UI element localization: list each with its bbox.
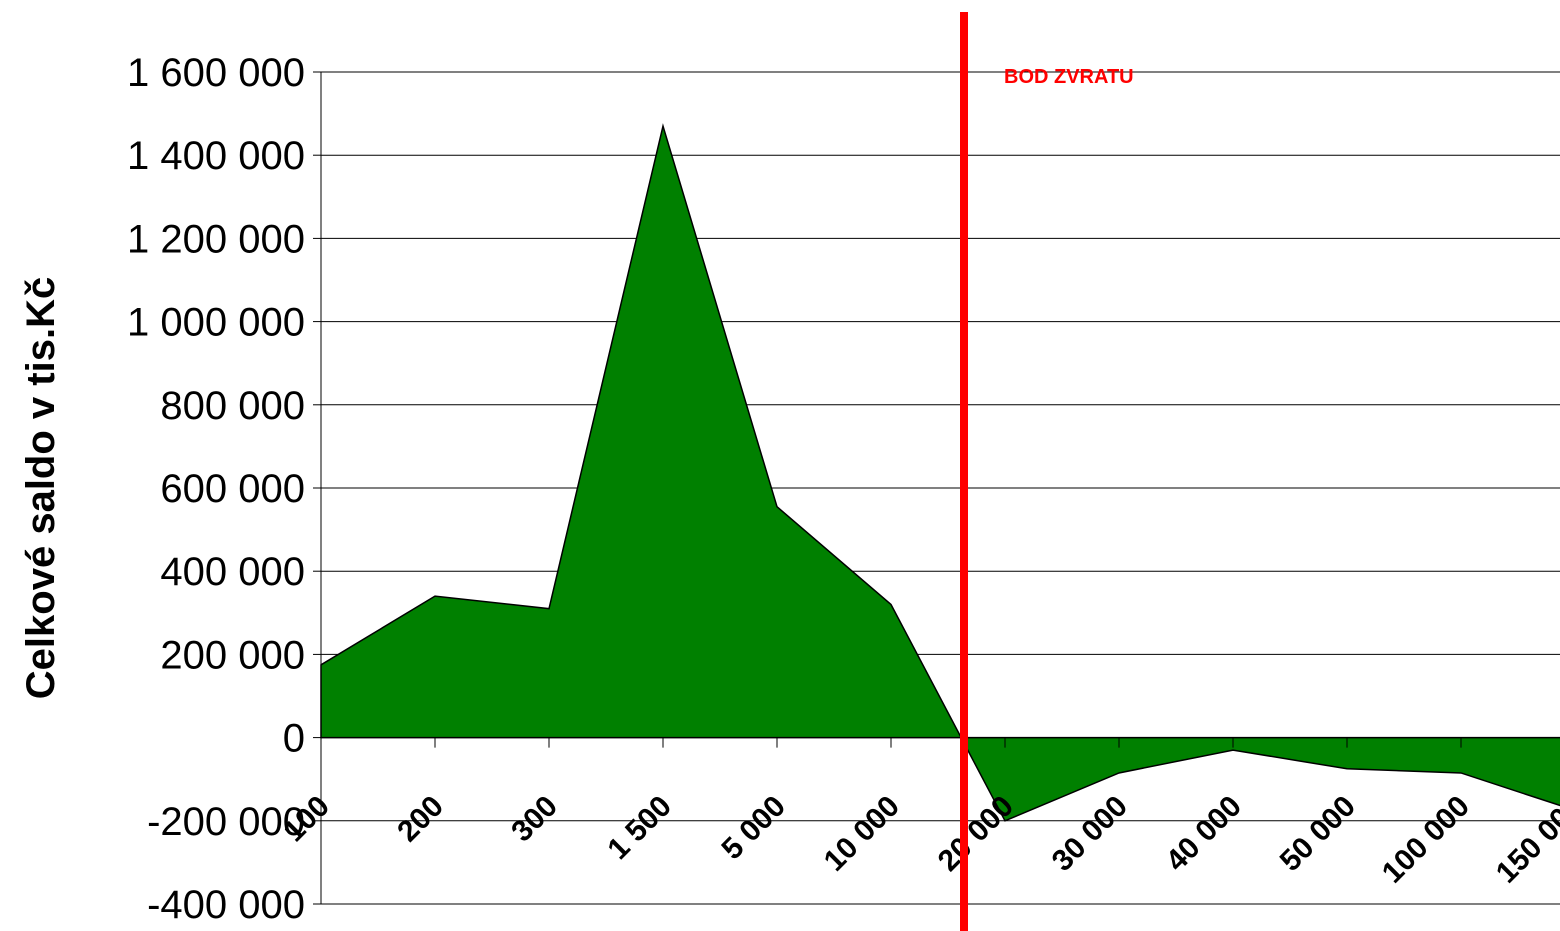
x-tick-label: 5 000 (716, 790, 792, 866)
gridlines (321, 71, 1560, 905)
y-tick-label: 1 400 000 (127, 134, 305, 178)
x-tick-label: 150 000 (1490, 790, 1560, 890)
y-tick-labels: -400 000 -200 000 0 200 000 400 000 600 000 80… (127, 51, 305, 927)
y-tick-label: 400 000 (160, 550, 305, 594)
y-tick-label: 600 000 (160, 467, 305, 511)
y-tick-label: -200 000 (147, 800, 305, 844)
axes (313, 71, 1560, 905)
y-tick-label: 1 600 000 (127, 51, 305, 95)
x-tick-label: 300 (505, 790, 564, 849)
y-tick-label: -400 000 (147, 883, 305, 927)
y-tick-label: 800 000 (160, 384, 305, 428)
x-tick-label: 10 000 (818, 790, 906, 878)
x-tick-label: 200 (391, 790, 450, 849)
y-tick-label: 1 200 000 (127, 217, 305, 261)
x-tick-label: 50 000 (1274, 790, 1362, 878)
area-series (320, 123, 1560, 822)
break-even-annotation: BOD ZVRATU (960, 12, 1134, 931)
x-tick-label: 1 500 (602, 790, 678, 866)
y-tick-label: 1 000 000 (127, 301, 305, 345)
x-tick-labels: 100 200 300 1 500 5 000 10 000 20 000 30 000 40 … (277, 790, 1560, 890)
x-tick-label: 30 000 (1046, 790, 1134, 878)
x-tick-label: 20 000 (932, 790, 1020, 878)
x-tick-label: 40 000 (1160, 790, 1248, 878)
area-series-fill (320, 123, 1560, 822)
x-tick-label: 100 000 (1376, 790, 1476, 890)
y-axis-label: Celkové saldo v tis.Kč (19, 277, 63, 699)
y-tick-label: 200 000 (160, 633, 305, 677)
y-tick-label: 0 (283, 717, 305, 761)
break-even-label: BOD ZVRATU (1004, 66, 1134, 88)
